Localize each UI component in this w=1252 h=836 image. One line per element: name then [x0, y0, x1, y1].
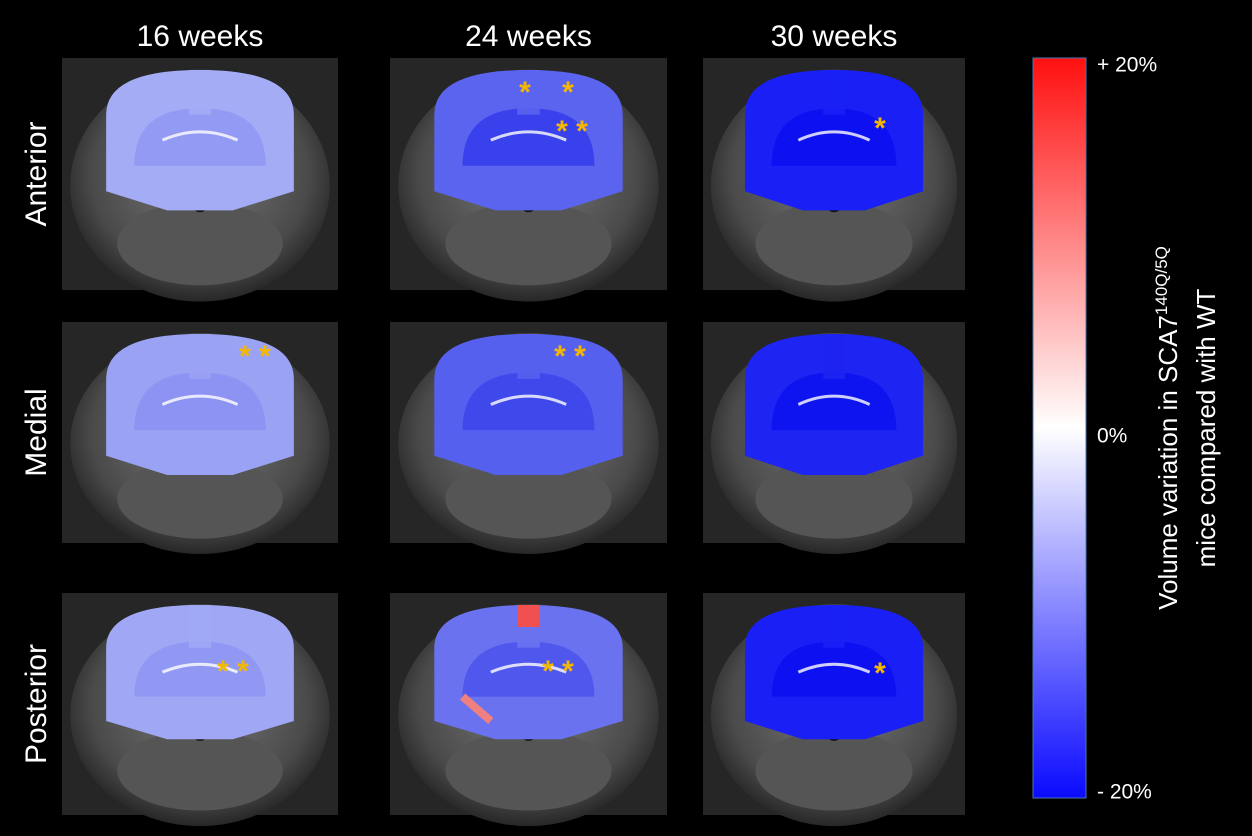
column-header: 24 weeks: [465, 20, 592, 53]
white-matter: [161, 662, 239, 674]
brain-region: [134, 641, 266, 697]
significance-asterisk: *: [519, 76, 531, 109]
mri-panel: [703, 322, 965, 555]
colorbar-title: Volume variation in SCA7140Q/5Q mice com…: [1152, 246, 1221, 610]
brain-region: [134, 372, 266, 431]
jaw-scan: [117, 459, 283, 539]
significance-asterisk: *: [874, 112, 886, 145]
midline-region: [823, 334, 845, 379]
midline-region: [823, 605, 845, 648]
white-matter: [797, 662, 871, 674]
brain-region: [771, 641, 897, 697]
title-text: Volume variation in SCA7: [1153, 315, 1183, 610]
mri-panel: * *: [390, 322, 667, 555]
midline-region: [188, 605, 212, 648]
jaw-scan: [755, 201, 913, 286]
white-matter: [161, 130, 239, 142]
midline-region: [823, 70, 845, 115]
white-matter: [490, 662, 567, 674]
jaw-scan: [445, 730, 612, 811]
significance-asterisk: * *: [239, 340, 271, 373]
mri-panel: *: [703, 58, 965, 302]
title-superscript: 140Q/5Q: [1152, 246, 1171, 315]
jaw-scan: [755, 730, 913, 811]
jaw-scan: [755, 459, 913, 539]
jaw-scan: [117, 730, 283, 811]
midline-region: [517, 334, 540, 379]
increase-region: [517, 605, 540, 627]
jaw-scan: [445, 459, 612, 539]
white-matter: [161, 394, 239, 406]
colorbar-middle-label: 0%: [1097, 425, 1127, 448]
white-matter: [797, 130, 871, 142]
column-header: 16 weeks: [137, 20, 264, 53]
midline-region: [188, 334, 212, 379]
brain-region: [771, 372, 897, 431]
significance-asterisk: *: [562, 76, 574, 109]
significance-asterisk: * *: [542, 655, 574, 688]
significance-asterisk: * *: [217, 655, 249, 688]
row-label: Posterior: [20, 644, 53, 764]
significance-asterisk: * *: [554, 340, 586, 373]
significance-asterisk: *: [874, 657, 886, 690]
significance-asterisk: * *: [556, 115, 588, 148]
white-matter: [490, 130, 567, 142]
colorbar: [1032, 57, 1087, 799]
mri-panel: [62, 58, 338, 302]
brain-region: [134, 108, 266, 166]
mri-panel: * * * *: [390, 58, 667, 302]
row-label: Anterior: [20, 121, 53, 226]
colorbar-title-line2: mice compared with WT: [1191, 288, 1221, 567]
colorbar-bottom-label: - 20%: [1097, 781, 1152, 804]
mri-panel: * *: [390, 593, 667, 827]
column-header: 30 weeks: [771, 20, 898, 53]
white-matter: [490, 394, 567, 406]
midline-region: [188, 70, 212, 115]
brain-region: [771, 108, 897, 166]
colorbar-top-label: + 20%: [1097, 54, 1157, 77]
mri-panel: * *: [62, 322, 338, 555]
white-matter: [797, 394, 871, 406]
colorbar-title-line1: Volume variation in SCA7140Q/5Q: [1152, 246, 1183, 610]
brain-region: [462, 372, 595, 431]
jaw-scan: [117, 201, 283, 286]
row-label: Medial: [20, 388, 53, 476]
jaw-scan: [445, 201, 612, 286]
mri-panel: * *: [62, 593, 338, 827]
mri-panel: *: [703, 593, 965, 827]
midline-region: [517, 70, 540, 115]
brain-region: [462, 641, 595, 697]
brain-region: [462, 108, 595, 166]
increase-region: [459, 693, 494, 725]
